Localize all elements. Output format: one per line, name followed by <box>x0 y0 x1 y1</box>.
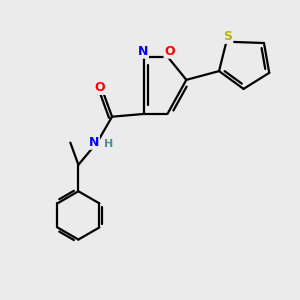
Text: N: N <box>88 136 99 149</box>
Text: S: S <box>223 30 232 43</box>
Text: N: N <box>138 45 148 58</box>
Text: O: O <box>94 81 105 94</box>
Text: H: H <box>104 139 113 149</box>
Text: O: O <box>164 45 175 58</box>
